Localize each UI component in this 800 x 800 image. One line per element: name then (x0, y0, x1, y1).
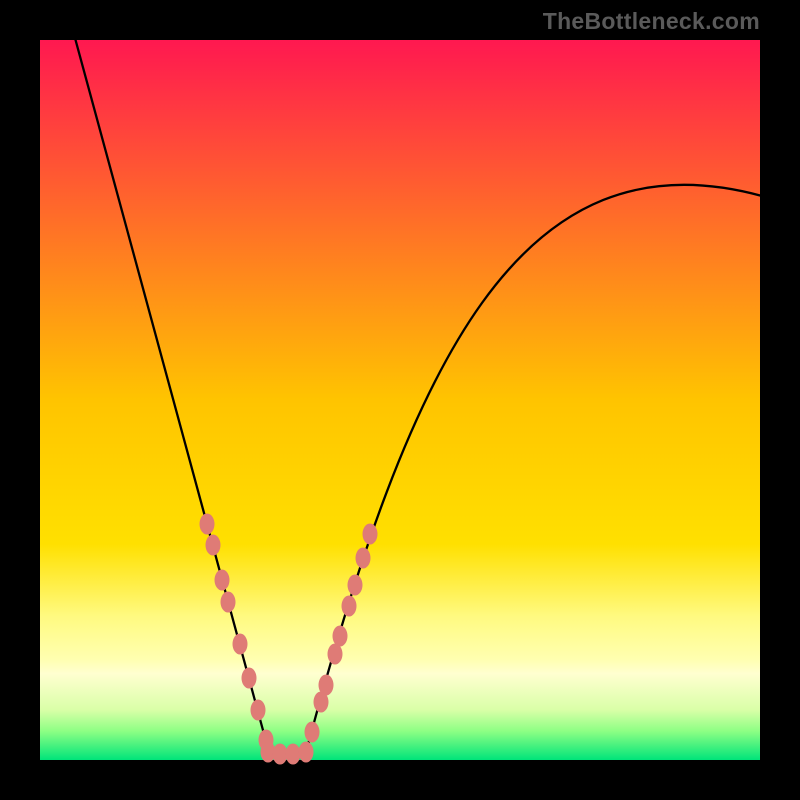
chart-container: { "canvas": { "width": 800, "height": 80… (0, 0, 800, 800)
watermark-text: TheBottleneck.com (543, 8, 760, 35)
plot-background (40, 40, 760, 760)
